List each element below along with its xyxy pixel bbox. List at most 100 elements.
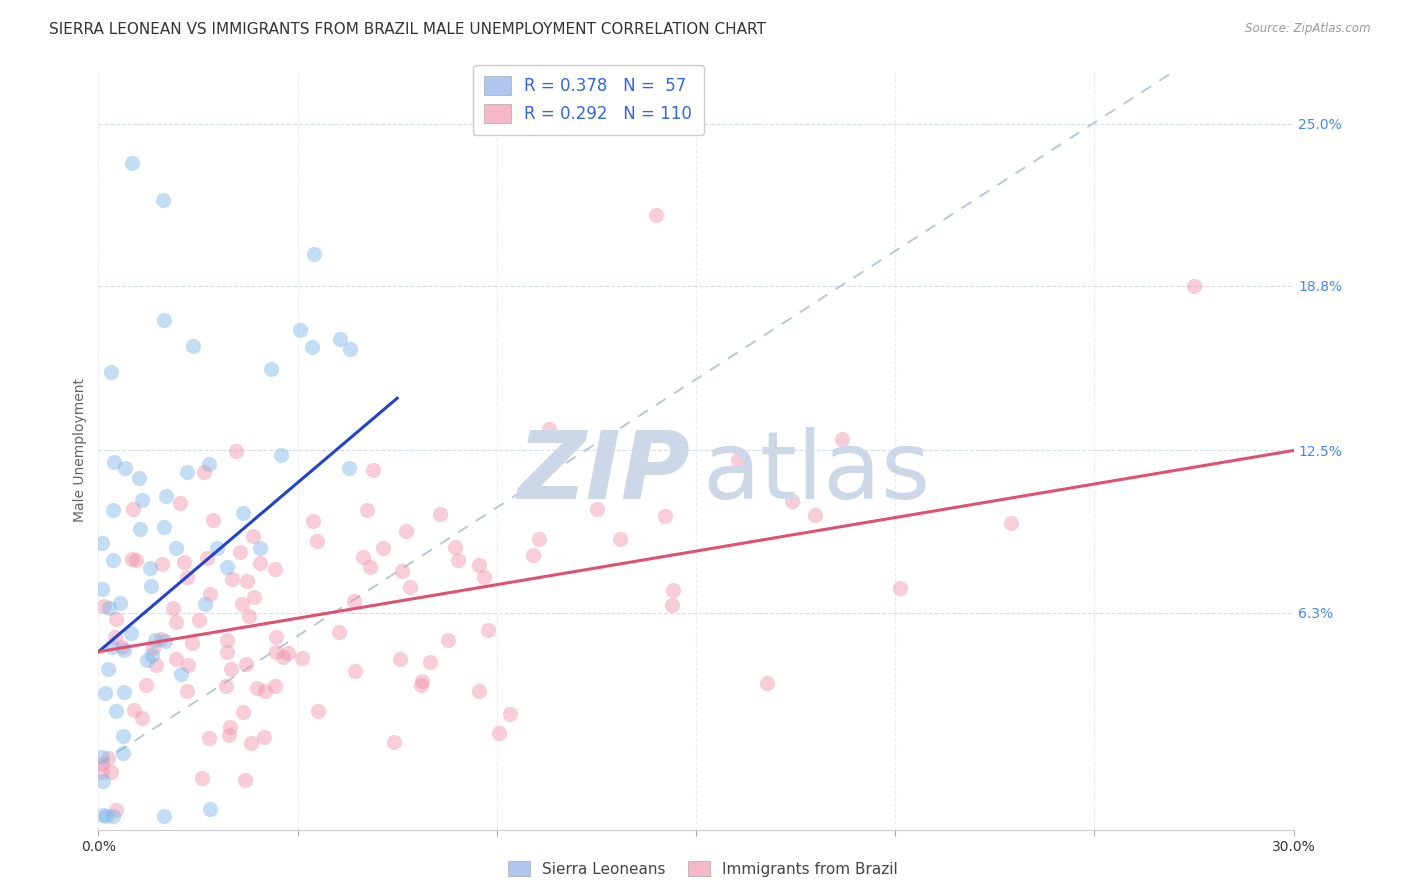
Point [155, 634, 177, 648]
Point [232, 705, 254, 719]
Point [149, 632, 172, 647]
Point [93, 599, 115, 614]
Point [271, 650, 294, 665]
Point [270, 448, 292, 462]
Point [91, 536, 114, 550]
Point [125, 553, 148, 567]
Point [176, 465, 198, 479]
Point [91, 582, 114, 597]
Point [395, 524, 418, 538]
Text: atlas: atlas [702, 427, 931, 519]
Point [361, 463, 384, 477]
Point [91, 774, 114, 789]
Point [229, 545, 252, 559]
Point [359, 560, 381, 574]
Point [221, 663, 243, 677]
Point [585, 502, 607, 516]
Point [264, 645, 287, 659]
Point [191, 771, 214, 785]
Point [195, 550, 218, 565]
Point [437, 633, 460, 648]
Point [231, 597, 253, 611]
Point [152, 809, 174, 823]
Point [238, 608, 260, 623]
Point [242, 590, 264, 604]
Point [198, 731, 221, 745]
Point [165, 652, 187, 666]
Point [264, 679, 287, 693]
Point [215, 633, 238, 648]
Point [103, 455, 125, 469]
Point [112, 730, 135, 744]
Legend: Sierra Leoneans, Immigrants from Brazil: Sierra Leoneans, Immigrants from Brazil [501, 853, 905, 884]
Point [304, 247, 326, 261]
Point [198, 802, 221, 816]
Point [411, 678, 433, 692]
Point [249, 556, 271, 570]
Point [98, 600, 121, 615]
Point [135, 678, 157, 692]
Point [277, 646, 299, 660]
Point [108, 596, 131, 610]
Point [101, 809, 124, 823]
Point [337, 461, 360, 475]
Point [181, 339, 204, 353]
Point [162, 601, 184, 615]
Point [155, 489, 177, 503]
Point [100, 365, 122, 379]
Point [253, 730, 276, 744]
Point [352, 549, 374, 564]
Point [301, 340, 323, 354]
Point [522, 549, 544, 563]
Point [177, 657, 200, 672]
Point [609, 532, 631, 546]
Point [235, 657, 257, 672]
Point [169, 496, 191, 510]
Text: SIERRA LEONEAN VS IMMIGRANTS FROM BRAZIL MALE UNEMPLOYMENT CORRELATION CHART: SIERRA LEONEAN VS IMMIGRANTS FROM BRAZIL… [49, 22, 766, 37]
Point [654, 509, 676, 524]
Legend: R = 0.378   N =  57, R = 0.292   N = 110: R = 0.378 N = 57, R = 0.292 N = 110 [472, 64, 704, 135]
Point [139, 561, 162, 575]
Point [727, 452, 749, 467]
Point [176, 684, 198, 698]
Point [121, 501, 143, 516]
Point [259, 361, 281, 376]
Point [398, 580, 420, 594]
Point [120, 625, 142, 640]
Point [538, 422, 561, 436]
Point [152, 193, 174, 207]
Point [121, 551, 143, 566]
Point [198, 587, 221, 601]
Point [114, 685, 136, 699]
Point [100, 764, 122, 779]
Point [105, 612, 128, 626]
Point [104, 630, 127, 644]
Point [264, 562, 287, 576]
Point [91, 807, 114, 822]
Point [129, 522, 152, 536]
Point [131, 493, 153, 508]
Point [236, 574, 259, 588]
Point [1000, 516, 1022, 530]
Point [176, 570, 198, 584]
Point [193, 465, 215, 479]
Point [205, 541, 228, 556]
Point [468, 558, 491, 573]
Point [233, 772, 256, 787]
Point [889, 581, 911, 595]
Point [104, 704, 127, 718]
Point [1182, 278, 1205, 293]
Point [246, 681, 269, 696]
Point [215, 559, 238, 574]
Point [804, 508, 827, 523]
Point [170, 667, 193, 681]
Point [488, 726, 510, 740]
Point [173, 555, 195, 569]
Point [97, 750, 120, 764]
Point [307, 533, 329, 548]
Point [218, 728, 240, 742]
Point [94, 809, 117, 823]
Point [382, 735, 405, 749]
Point [112, 746, 135, 760]
Point [373, 541, 395, 556]
